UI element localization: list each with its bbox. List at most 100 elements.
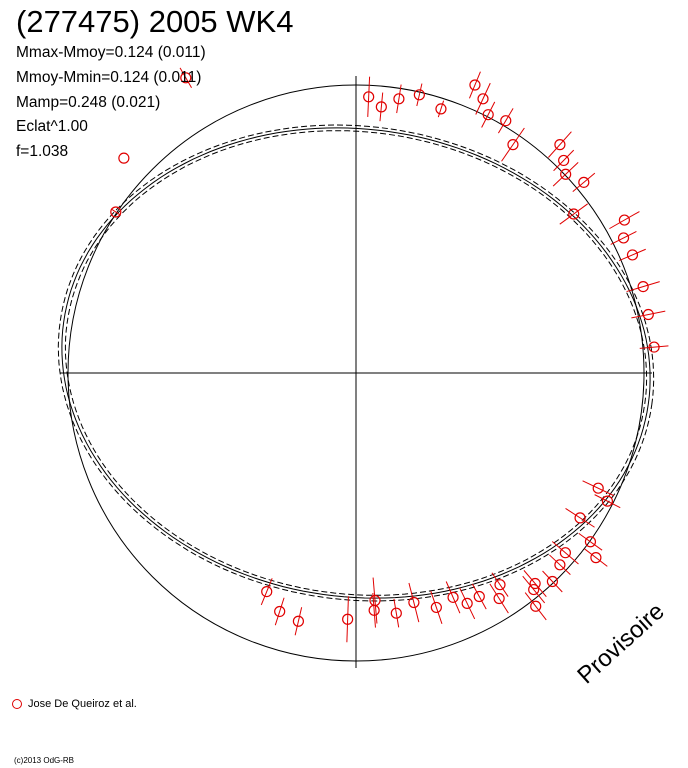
error-bar-0 (179, 67, 192, 89)
data-point-27 (584, 536, 597, 548)
data-point-34 (494, 579, 506, 591)
data-point-40 (430, 601, 442, 614)
error-bar-20 (619, 248, 646, 262)
error-bar-39 (445, 581, 461, 614)
data-point-0 (180, 72, 192, 84)
stat-eclat: Eclat^1.00 (16, 118, 88, 135)
error-bar-9 (475, 82, 491, 115)
error-bar-48 (260, 578, 273, 606)
error-bar-37 (471, 583, 487, 610)
error-bar-29 (551, 541, 579, 565)
data-point-29 (559, 547, 571, 559)
error-bar-10 (481, 101, 496, 128)
copyright: (c)2013 OdG-RB (14, 756, 75, 765)
fit-curve (61, 127, 651, 599)
error-bar-38 (459, 587, 476, 620)
data-point-19 (617, 232, 630, 244)
data-point-25 (601, 495, 614, 507)
data-points (110, 67, 669, 643)
error-bar-3 (367, 76, 371, 117)
error-bar-32 (523, 570, 547, 598)
fit-curve-lower (64, 130, 648, 596)
data-point-6 (413, 89, 425, 101)
axes (60, 76, 652, 668)
data-point-22 (642, 308, 654, 321)
legend-label: Jose De Queiroz et al. (28, 698, 137, 710)
legend: Jose De Queiroz et al. (12, 697, 137, 711)
error-bar-22 (631, 310, 666, 319)
error-bar-13 (548, 131, 572, 158)
data-point-32 (529, 577, 541, 590)
error-bar-21 (626, 281, 660, 293)
data-point-7 (435, 103, 447, 115)
data-point-9 (477, 93, 489, 105)
error-bar-44 (372, 577, 378, 624)
data-point-33 (528, 583, 540, 596)
data-point-41 (408, 596, 420, 609)
data-point-5 (393, 93, 405, 105)
stat-mmax-mmoy: Mmax-Mmoy=0.124 (0.011) (16, 44, 206, 61)
error-bar-11 (497, 108, 514, 134)
data-point-42 (390, 607, 402, 619)
error-bar-12 (501, 127, 525, 162)
error-bar-14 (553, 149, 575, 172)
data-point-28 (590, 552, 602, 564)
error-bar-2 (110, 208, 121, 216)
data-point-35 (530, 600, 542, 612)
error-bar-7 (437, 100, 445, 118)
data-point-1 (118, 152, 130, 164)
error-bar-25 (594, 494, 621, 509)
error-bar-46 (294, 607, 303, 636)
error-bar-31 (542, 570, 563, 593)
data-point-24 (592, 482, 604, 494)
error-bar-18 (609, 211, 640, 230)
data-point-3 (363, 91, 375, 103)
data-point-20 (626, 249, 639, 261)
error-bar-30 (549, 554, 571, 576)
data-point-13 (554, 139, 566, 151)
error-bar-26 (565, 508, 595, 528)
error-bar-15 (552, 162, 579, 187)
data-point-15 (560, 168, 572, 180)
error-bar-42 (393, 598, 400, 628)
data-point-47 (274, 605, 286, 618)
data-point-44 (369, 594, 381, 607)
data-point-26 (574, 512, 586, 524)
data-point-8 (469, 79, 481, 91)
data-point-46 (292, 615, 304, 627)
error-bar-45 (346, 596, 349, 643)
data-point-14 (558, 154, 570, 167)
data-point-37 (473, 590, 485, 603)
data-point-11 (500, 115, 512, 127)
error-bar-5 (396, 84, 402, 114)
data-point-38 (461, 597, 473, 610)
error-bar-8 (468, 71, 481, 99)
error-bar-23 (639, 345, 669, 349)
data-point-12 (507, 139, 519, 151)
legend-marker-icon (12, 699, 22, 710)
stat-mamp: Mamp=0.248 (0.021) (16, 94, 161, 111)
data-point-31 (546, 575, 559, 588)
stat-f: f=1.038 (16, 143, 69, 160)
data-point-4 (375, 101, 387, 113)
error-bar-47 (274, 597, 285, 626)
data-point-18 (618, 214, 631, 226)
error-bar-19 (610, 230, 637, 245)
error-bar-27 (578, 532, 603, 551)
stat-mmoy-mmin: Mmoy-Mmin=0.124 (0.011) (16, 69, 202, 86)
fit-curves (57, 84, 655, 662)
data-point-48 (261, 585, 273, 598)
error-bar-43 (372, 593, 376, 628)
data-point-45 (342, 613, 354, 625)
data-point-10 (482, 109, 494, 121)
chart-title: (277475) 2005 WK4 (16, 4, 294, 39)
error-bar-28 (584, 548, 608, 567)
error-bar-41 (408, 582, 420, 623)
data-point-17 (568, 208, 580, 220)
error-bar-16 (572, 172, 596, 192)
data-point-36 (493, 592, 505, 605)
error-bar-34 (491, 572, 509, 597)
error-bar-17 (559, 203, 588, 225)
data-point-39 (447, 591, 459, 603)
